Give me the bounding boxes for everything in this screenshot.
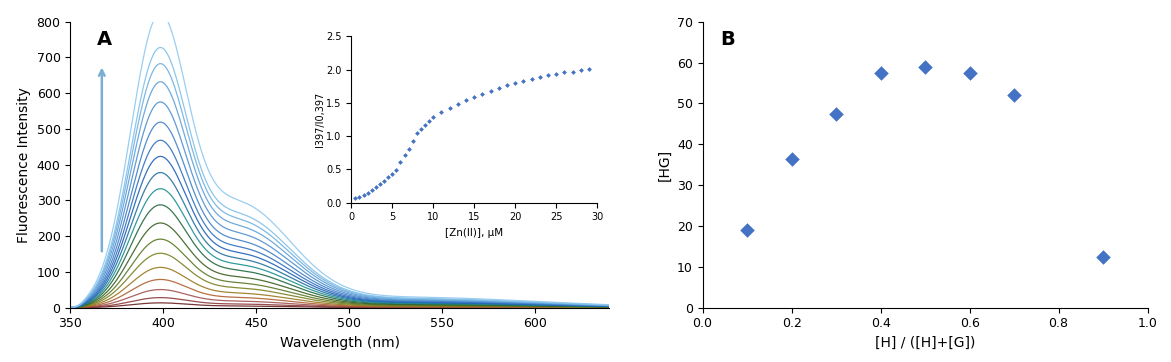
Point <box>408 131 426 136</box>
Point <box>514 79 533 84</box>
Point <box>489 85 508 91</box>
Point <box>420 118 439 124</box>
Point <box>412 126 431 132</box>
Text: A: A <box>97 30 112 49</box>
Point <box>547 71 566 76</box>
Point <box>530 75 549 80</box>
Y-axis label: Fluorescence Intensity: Fluorescence Intensity <box>18 87 30 243</box>
Point <box>448 101 467 107</box>
Point <box>358 190 377 195</box>
Point <box>555 69 574 75</box>
Point <box>738 227 756 233</box>
Point <box>363 187 382 193</box>
Text: B: B <box>720 30 735 49</box>
Point <box>350 194 369 199</box>
Point <box>473 91 492 97</box>
Point <box>403 139 423 144</box>
Point <box>391 159 410 165</box>
Point <box>379 174 398 180</box>
Point <box>432 109 451 115</box>
Point <box>481 88 500 94</box>
Point <box>916 64 934 70</box>
Point <box>782 156 801 161</box>
Point <box>1005 92 1023 98</box>
Y-axis label: I397/I0,397: I397/I0,397 <box>315 92 324 147</box>
Point <box>563 69 582 75</box>
Point <box>367 184 385 190</box>
Point <box>871 70 890 76</box>
Point <box>399 146 418 152</box>
Point <box>960 70 979 76</box>
Point <box>1094 254 1112 260</box>
Point <box>370 181 389 187</box>
Point <box>416 122 434 128</box>
Point <box>827 111 845 117</box>
Point <box>580 66 598 72</box>
X-axis label: [H] / ([H]+[G]): [H] / ([H]+[G]) <box>875 336 975 350</box>
Point <box>347 195 365 201</box>
Point <box>571 67 590 73</box>
Point <box>424 114 443 120</box>
Point <box>457 97 475 103</box>
Point <box>506 81 525 87</box>
Point <box>539 73 557 79</box>
Point <box>354 192 372 198</box>
X-axis label: [Zn(II)], μM: [Zn(II)], μM <box>445 228 504 238</box>
Point <box>386 167 406 173</box>
Y-axis label: [HG]: [HG] <box>657 149 671 181</box>
Point <box>440 105 459 111</box>
Point <box>375 178 393 184</box>
Point <box>522 76 541 82</box>
Point <box>465 94 484 100</box>
Point <box>383 171 402 177</box>
X-axis label: Wavelength (nm): Wavelength (nm) <box>280 336 399 350</box>
Point <box>396 152 415 158</box>
Point <box>498 83 516 88</box>
